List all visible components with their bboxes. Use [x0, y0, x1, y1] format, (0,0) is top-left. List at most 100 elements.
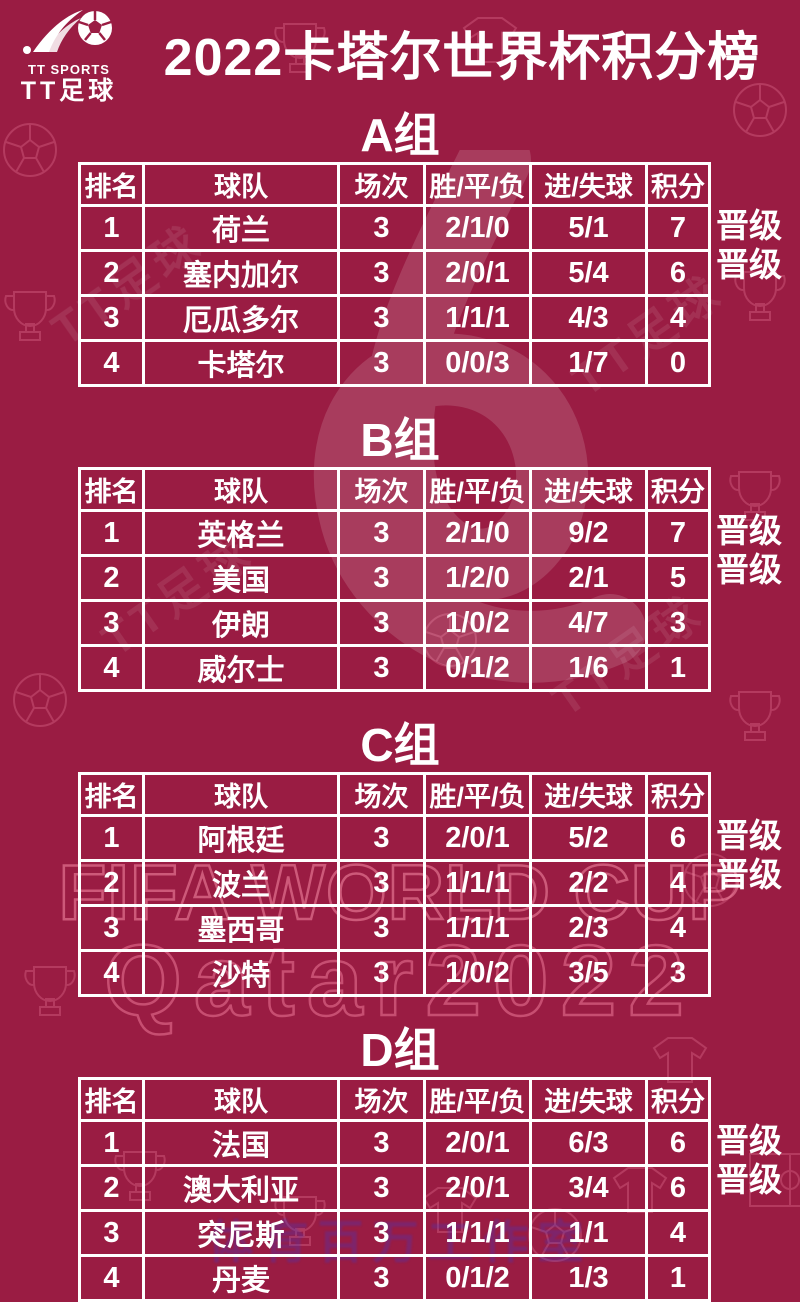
standings-table-wrap: 排名 球队 场次 胜/平/负 进/失球 积分 1 英格兰 3 2/1/0 9/2 7 2 美国 3 1/2/… — [78, 467, 711, 692]
cell-team: 突尼斯 — [142, 1209, 340, 1257]
qualified-badge: 晋级 — [716, 817, 782, 854]
cell-wdl: 1/0/2 — [423, 949, 532, 997]
cell-wdl: 2/0/1 — [423, 1119, 532, 1167]
cell-wdl: 0/1/2 — [423, 1254, 532, 1302]
cell-played: 3 — [337, 204, 426, 252]
cell-played: 3 — [337, 509, 426, 557]
group-section: B组 排名 球队 场次 胜/平/负 进/失球 积分 1 英格兰 3 2/1/0 9/2 7 2 美国 3 1… — [0, 387, 800, 692]
standings-table: 排名 球队 场次 胜/平/负 进/失球 积分 1 法国 3 2/0/1 6/3 6 2 澳大利亚 3 2/0… — [78, 1077, 711, 1302]
qualified-badge: 晋级 — [716, 246, 782, 283]
table-row: 2 波兰 3 1/1/1 2/2 4 — [78, 859, 711, 907]
group-title: A组 — [360, 109, 440, 161]
cell-points: 3 — [645, 949, 711, 997]
column-header: 排名 — [78, 467, 145, 512]
table-row: 4 沙特 3 1/0/2 3/5 3 — [78, 949, 711, 997]
column-header: 排名 — [78, 162, 145, 207]
cell-rank: 1 — [78, 814, 145, 862]
cell-goals: 2/3 — [529, 904, 648, 952]
cell-wdl: 1/1/1 — [423, 859, 532, 907]
table-row: 2 美国 3 1/2/0 2/1 5 — [78, 554, 711, 602]
table-row: 3 伊朗 3 1/0/2 4/7 3 — [78, 599, 711, 647]
group-section: D组 排名 球队 场次 胜/平/负 进/失球 积分 1 法国 3 2/0/1 6/3 6 2 澳大利亚 3… — [0, 997, 800, 1302]
cell-rank: 4 — [78, 339, 145, 387]
cell-rank: 3 — [78, 294, 145, 342]
cell-played: 3 — [337, 554, 426, 602]
tt-sports-logo: TT SPORTS TT足球 — [0, 0, 138, 104]
cell-played: 3 — [337, 599, 426, 647]
column-header: 排名 — [78, 1077, 145, 1122]
standings-table-wrap: 排名 球队 场次 胜/平/负 进/失球 积分 1 荷兰 3 2/1/0 5/1 7 2 塞内加尔 3 2/0… — [78, 162, 711, 387]
header-row: 排名 球队 场次 胜/平/负 进/失球 积分 — [78, 1077, 711, 1122]
cell-rank: 1 — [78, 509, 145, 557]
cell-team: 塞内加尔 — [142, 249, 340, 297]
cell-played: 3 — [337, 1254, 426, 1302]
cell-points: 5 — [645, 554, 711, 602]
table-row: 4 丹麦 3 0/1/2 1/3 1 — [78, 1254, 711, 1302]
table-row: 2 澳大利亚 3 2/0/1 3/4 6 — [78, 1164, 711, 1212]
qualified-badge: 晋级 — [716, 1122, 782, 1159]
cell-team: 英格兰 — [142, 509, 340, 557]
standings-table: 排名 球队 场次 胜/平/负 进/失球 积分 1 荷兰 3 2/1/0 5/1 7 2 塞内加尔 3 2/0… — [78, 162, 711, 387]
table-row: 1 荷兰 3 2/1/0 5/1 7 — [78, 204, 711, 252]
table-row: 2 塞内加尔 3 2/0/1 5/4 6 — [78, 249, 711, 297]
cell-points: 1 — [645, 644, 711, 692]
column-header: 进/失球 — [529, 467, 648, 512]
cell-team: 法国 — [142, 1119, 340, 1167]
group-section: C组 排名 球队 场次 胜/平/负 进/失球 积分 1 阿根廷 3 2/0/1 5/2 6 2 波兰 3 1… — [0, 692, 800, 997]
column-header: 球队 — [142, 162, 340, 207]
column-header: 场次 — [337, 772, 426, 817]
cell-goals: 1/6 — [529, 644, 648, 692]
cell-goals: 5/2 — [529, 814, 648, 862]
group-section: A组 排名 球队 场次 胜/平/负 进/失球 积分 1 荷兰 3 2/1/0 5/1 7 2 塞内加尔 3… — [0, 104, 800, 387]
cell-points: 4 — [645, 859, 711, 907]
cell-wdl: 1/1/1 — [423, 1209, 532, 1257]
cell-goals: 3/5 — [529, 949, 648, 997]
cell-team: 波兰 — [142, 859, 340, 907]
cell-rank: 1 — [78, 204, 145, 252]
cell-goals: 1/1 — [529, 1209, 648, 1257]
logo-text-en: TT SPORTS — [28, 62, 110, 77]
cell-team: 阿根廷 — [142, 814, 340, 862]
cell-played: 3 — [337, 294, 426, 342]
cell-wdl: 2/0/1 — [423, 249, 532, 297]
column-header: 进/失球 — [529, 772, 648, 817]
cell-points: 4 — [645, 904, 711, 952]
table-row: 4 威尔士 3 0/1/2 1/6 1 — [78, 644, 711, 692]
cell-team: 澳大利亚 — [142, 1164, 340, 1212]
qualified-badge: 晋级 — [716, 207, 782, 244]
cell-team: 厄瓜多尔 — [142, 294, 340, 342]
table-row: 3 突尼斯 3 1/1/1 1/1 4 — [78, 1209, 711, 1257]
cell-wdl: 2/0/1 — [423, 814, 532, 862]
table-row: 4 卡塔尔 3 0/0/3 1/7 0 — [78, 339, 711, 387]
group-title: C组 — [360, 719, 440, 771]
column-header: 进/失球 — [529, 1077, 648, 1122]
table-row: 1 英格兰 3 2/1/0 9/2 7 — [78, 509, 711, 557]
column-header: 球队 — [142, 467, 340, 512]
cell-points: 1 — [645, 1254, 711, 1302]
cell-rank: 2 — [78, 1164, 145, 1212]
cell-goals: 9/2 — [529, 509, 648, 557]
cell-points: 6 — [645, 814, 711, 862]
cell-points: 7 — [645, 509, 711, 557]
header-row: 排名 球队 场次 胜/平/负 进/失球 积分 — [78, 772, 711, 817]
cell-rank: 4 — [78, 949, 145, 997]
cell-rank: 2 — [78, 249, 145, 297]
page-header: TT SPORTS TT足球 2022卡塔尔世界杯积分榜 — [0, 0, 800, 104]
group-title: B组 — [360, 414, 440, 466]
cell-wdl: 0/1/2 — [423, 644, 532, 692]
qualified-badge: 晋级 — [716, 856, 782, 893]
cell-goals: 2/2 — [529, 859, 648, 907]
standings-table: 排名 球队 场次 胜/平/负 进/失球 积分 1 英格兰 3 2/1/0 9/2 7 2 美国 3 1/2/… — [78, 467, 711, 692]
standings-table: 排名 球队 场次 胜/平/负 进/失球 积分 1 阿根廷 3 2/0/1 5/2 6 2 波兰 3 1/1/… — [78, 772, 711, 997]
column-header: 胜/平/负 — [423, 162, 532, 207]
column-header: 排名 — [78, 772, 145, 817]
column-header: 胜/平/负 — [423, 1077, 532, 1122]
column-header: 球队 — [142, 1077, 340, 1122]
cell-goals: 3/4 — [529, 1164, 648, 1212]
cell-played: 3 — [337, 339, 426, 387]
cell-points: 3 — [645, 599, 711, 647]
groups: A组 排名 球队 场次 胜/平/负 进/失球 积分 1 荷兰 3 2/1/0 5/1 7 2 塞内加尔 3… — [0, 104, 800, 1302]
cell-team: 威尔士 — [142, 644, 340, 692]
cell-rank: 1 — [78, 1119, 145, 1167]
